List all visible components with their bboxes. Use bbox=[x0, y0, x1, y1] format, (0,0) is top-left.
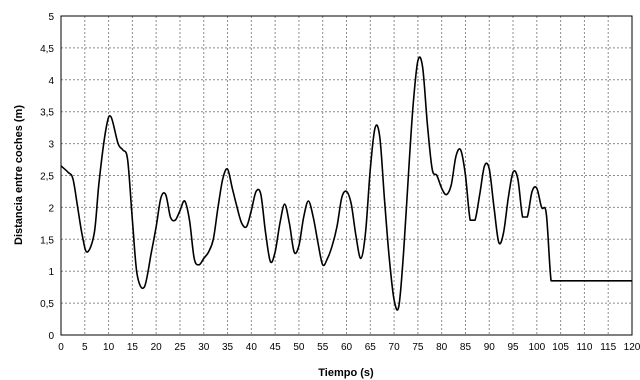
x-tick-label: 85 bbox=[460, 342, 472, 353]
x-tick-label: 45 bbox=[270, 342, 282, 353]
y-tick-label: 1 bbox=[48, 267, 54, 278]
x-tick-label: 60 bbox=[341, 342, 353, 353]
x-tick-label: 105 bbox=[552, 342, 569, 353]
y-tick-labels: 0 0,5 1 1,5 2 2,5 3 3,5 4 4,5 5 bbox=[40, 12, 54, 342]
y-tick-label: 3 bbox=[48, 140, 54, 151]
x-tick-label: 55 bbox=[317, 342, 329, 353]
x-tick-label: 115 bbox=[600, 342, 616, 353]
y-tick-label: 3,5 bbox=[40, 108, 54, 119]
x-tick-label: 35 bbox=[222, 342, 234, 353]
y-tick-label: 2 bbox=[48, 203, 54, 214]
x-tick-labels: 0 5 10 15 20 25 30 35 40 45 50 55 60 65 70 75 80 85 90 95 10… bbox=[58, 342, 640, 353]
series-line bbox=[60, 56, 632, 311]
y-tick-label: 1,5 bbox=[40, 235, 54, 246]
y-tick-label: 4 bbox=[48, 76, 54, 87]
x-tick-label: 70 bbox=[389, 342, 401, 353]
x-tick-label: 40 bbox=[246, 342, 258, 353]
y-axis-title: Distancia entre coches (m) bbox=[13, 105, 25, 245]
x-tick-label: 20 bbox=[151, 342, 163, 353]
x-axis-title: Tiempo (s) bbox=[318, 367, 374, 379]
y-tick-label: 0,5 bbox=[40, 299, 54, 310]
y-tick-label: 4,5 bbox=[40, 44, 54, 55]
y-tick-label: 5 bbox=[48, 12, 54, 23]
x-tick-label: 0 bbox=[58, 342, 64, 353]
x-tick-label: 30 bbox=[198, 342, 210, 353]
x-tick-label: 50 bbox=[293, 342, 305, 353]
x-tick-label: 65 bbox=[365, 342, 377, 353]
x-tick-label: 5 bbox=[82, 342, 88, 353]
x-tick-label: 15 bbox=[127, 342, 139, 353]
y-tick-label: 2,5 bbox=[40, 172, 54, 183]
x-tick-label: 80 bbox=[436, 342, 448, 353]
x-tick-label: 25 bbox=[174, 342, 186, 353]
x-gridlines bbox=[84, 16, 609, 335]
x-tick-label: 75 bbox=[412, 342, 424, 353]
x-tick-label: 120 bbox=[624, 342, 640, 353]
y-tick-label: 0 bbox=[48, 331, 54, 342]
x-tick-label: 95 bbox=[507, 342, 519, 353]
plot-frame bbox=[60, 15, 633, 336]
x-tick-label: 10 bbox=[103, 342, 115, 353]
x-tick-label: 110 bbox=[576, 342, 592, 353]
y-gridlines bbox=[61, 47, 632, 304]
x-tick-label: 100 bbox=[528, 342, 545, 353]
x-tick-label: 90 bbox=[484, 342, 496, 353]
